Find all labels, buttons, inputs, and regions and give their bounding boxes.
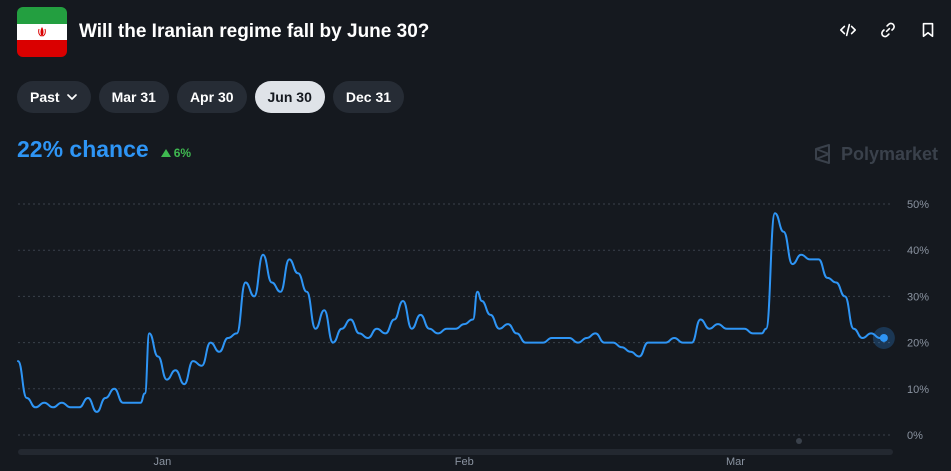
y-tick-label: 50% bbox=[907, 199, 929, 211]
brand-label: Polymarket bbox=[840, 143, 938, 164]
bookmark-icon[interactable] bbox=[919, 21, 937, 39]
y-tick-label: 20% bbox=[907, 338, 929, 350]
flag-red-stripe bbox=[17, 40, 67, 57]
emblem-icon bbox=[38, 27, 46, 37]
market-header: Will the Iranian regime fall by June 30? bbox=[17, 7, 937, 59]
tab-dec-31[interactable]: Dec 31 bbox=[332, 81, 405, 113]
chance-summary: 22% chance 6% bbox=[17, 136, 191, 163]
polymarket-logo-icon bbox=[814, 144, 830, 164]
market-title: Will the Iranian regime fall by June 30? bbox=[79, 21, 430, 42]
chevron-down-icon bbox=[66, 94, 77, 100]
probability-chart: 0% 10% 20% 30% 40% 50% Jan Feb Mar bbox=[17, 199, 930, 468]
y-tick-label: 30% bbox=[907, 291, 929, 303]
triangle-up-icon bbox=[160, 149, 171, 157]
tab-label: Apr 30 bbox=[189, 89, 234, 105]
grid-layer bbox=[18, 203, 893, 436]
tab-apr-30[interactable]: Apr 30 bbox=[176, 81, 247, 113]
y-tick-label: 10% bbox=[907, 384, 929, 396]
tab-label: Dec 31 bbox=[345, 89, 392, 105]
tab-label: Jun 30 bbox=[267, 89, 312, 105]
y-tick-label: 0% bbox=[907, 430, 923, 442]
code-icon[interactable] bbox=[839, 21, 857, 39]
flag-white-stripe bbox=[17, 24, 67, 40]
tab-jun-30[interactable]: Jun 30 bbox=[254, 81, 325, 113]
delta-value: 6% bbox=[173, 146, 192, 160]
iran-flag-icon bbox=[17, 7, 67, 57]
series-line bbox=[17, 212, 881, 413]
tab-mar-31[interactable]: Mar 31 bbox=[98, 81, 169, 113]
link-icon[interactable] bbox=[879, 21, 897, 39]
x-tick-label: Mar bbox=[726, 456, 745, 468]
delta-badge: 6% bbox=[160, 146, 192, 160]
current-point[interactable] bbox=[879, 333, 888, 342]
date-tabs: Past Mar 31 Apr 30 Jun 30 Dec 31 bbox=[17, 81, 405, 113]
x-tick-label: Feb bbox=[455, 456, 474, 468]
axis-layer: 0% 10% 20% 30% 40% 50% Jan Feb Mar bbox=[154, 199, 930, 468]
tab-label: Past bbox=[30, 89, 60, 105]
header-actions bbox=[839, 21, 937, 39]
x-tick-label: Jan bbox=[154, 456, 172, 468]
tab-label: Mar 31 bbox=[111, 89, 156, 105]
polymarket-brand: Polymarket bbox=[812, 143, 938, 165]
chance-value: 22% chance bbox=[17, 136, 149, 162]
tab-past[interactable]: Past bbox=[17, 81, 91, 113]
flag-green-stripe bbox=[17, 7, 67, 24]
y-tick-label: 40% bbox=[907, 245, 929, 257]
timeline-marker-dot bbox=[796, 438, 802, 444]
timeline-scrollbar[interactable] bbox=[18, 449, 893, 455]
